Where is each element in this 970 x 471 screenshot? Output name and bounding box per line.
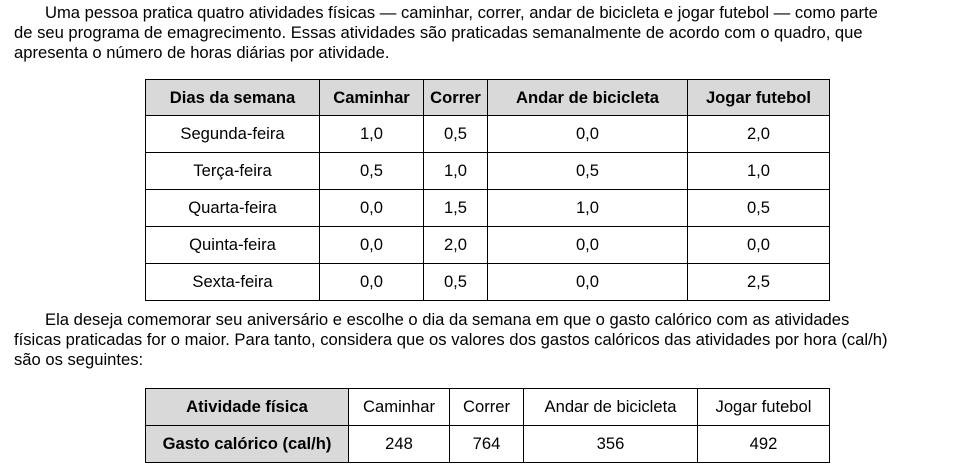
table-cell: 0,5 [687, 189, 830, 227]
hours-table: Dias da semana Caminhar Correr Andar de … [145, 79, 830, 301]
table-cell-activity: Jogar futebol [697, 388, 830, 426]
table-cell-value: 356 [523, 425, 698, 463]
table-cell: 2,5 [687, 263, 830, 301]
column-header: Dias da semana [145, 79, 320, 116]
table-cell-value: 492 [697, 425, 830, 463]
column-header: Correr [423, 79, 488, 116]
table-row: Quinta-feira 0,0 2,0 0,0 0,0 [145, 226, 830, 264]
table-cell: 2,0 [423, 226, 488, 264]
row-header: Gasto calórico (cal/h) [145, 425, 349, 463]
table-header-row: Dias da semana Caminhar Correr Andar de … [145, 79, 830, 116]
question-paragraph: Ela deseja comemorar seu aniversário e e… [14, 310, 964, 370]
question-line: são os seguintes: [14, 350, 144, 369]
row-header: Atividade física [145, 388, 349, 426]
intro-line: Uma pessoa pratica quatro atividades fís… [45, 3, 878, 22]
table-cell: 1,0 [319, 115, 424, 153]
question-line: Ela deseja comemorar seu aniversário e e… [45, 310, 850, 329]
table-cell-day: Terça-feira [145, 152, 320, 190]
table-cell: 0,0 [687, 226, 830, 264]
table-cell: 0,5 [487, 152, 688, 190]
table-cell: 0,0 [319, 263, 424, 301]
calorie-table: Atividade física Caminhar Correr Andar d… [145, 388, 830, 463]
table-row: Terça-feira 0,5 1,0 0,5 1,0 [145, 152, 830, 190]
table-cell-value: 248 [348, 425, 450, 463]
column-header: Jogar futebol [687, 79, 830, 116]
table-cell-day: Sexta-feira [145, 263, 320, 301]
table-cell: 0,0 [319, 189, 424, 227]
table-cell-value: 764 [449, 425, 524, 463]
table-cell: 1,5 [423, 189, 488, 227]
column-header: Caminhar [319, 79, 424, 116]
table-cell-activity: Caminhar [348, 388, 450, 426]
table-row: Atividade física Caminhar Correr Andar d… [145, 388, 830, 426]
table-cell: 0,5 [423, 263, 488, 301]
table-row: Segunda-feira 1,0 0,5 0,0 2,0 [145, 115, 830, 153]
table-cell: 1,0 [687, 152, 830, 190]
question-line: físicas praticadas for o maior. Para tan… [14, 330, 888, 349]
table-cell-activity: Andar de bicicleta [523, 388, 698, 426]
table-cell: 0,5 [423, 115, 488, 153]
table-cell-day: Segunda-feira [145, 115, 320, 153]
table-row: Quarta-feira 0,0 1,5 1,0 0,5 [145, 189, 830, 227]
column-header: Andar de bicicleta [487, 79, 688, 116]
table-row: Sexta-feira 0,0 0,5 0,0 2,5 [145, 263, 830, 301]
table-cell-day: Quarta-feira [145, 189, 320, 227]
intro-line: apresenta o número de horas diárias por … [14, 43, 390, 62]
table-cell: 1,0 [423, 152, 488, 190]
table-cell: 0,0 [487, 115, 688, 153]
table-cell: 2,0 [687, 115, 830, 153]
intro-paragraph: Uma pessoa pratica quatro atividades fís… [14, 3, 964, 63]
table-cell: 1,0 [487, 189, 688, 227]
table-cell-day: Quinta-feira [145, 226, 320, 264]
table-cell: 0,0 [487, 263, 688, 301]
table-cell: 0,0 [487, 226, 688, 264]
table-cell: 0,5 [319, 152, 424, 190]
table-cell: 0,0 [319, 226, 424, 264]
table-cell-activity: Correr [449, 388, 524, 426]
table-row: Gasto calórico (cal/h) 248 764 356 492 [145, 425, 830, 463]
intro-line: de seu programa de emagrecimento. Essas … [14, 23, 863, 42]
